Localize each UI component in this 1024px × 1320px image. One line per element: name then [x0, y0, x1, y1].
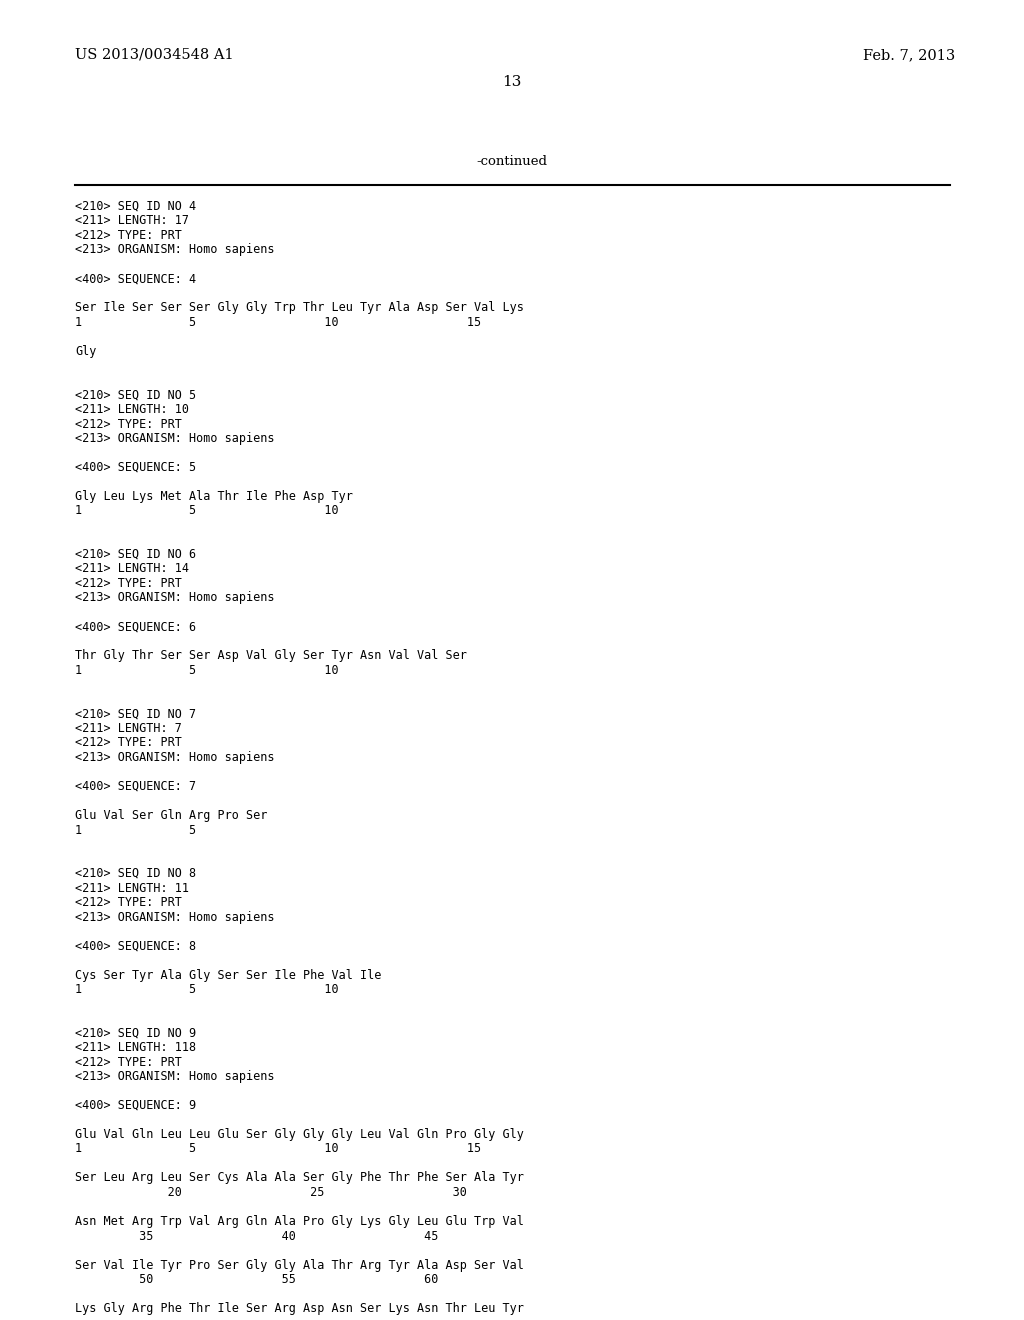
Text: Thr Gly Thr Ser Ser Asp Val Gly Ser Tyr Asn Val Val Ser: Thr Gly Thr Ser Ser Asp Val Gly Ser Tyr … — [75, 649, 467, 663]
Text: <212> TYPE: PRT: <212> TYPE: PRT — [75, 1056, 182, 1068]
Text: Ser Val Ile Tyr Pro Ser Gly Gly Ala Thr Arg Tyr Ala Asp Ser Val: Ser Val Ile Tyr Pro Ser Gly Gly Ala Thr … — [75, 1258, 524, 1271]
Text: Cys Ser Tyr Ala Gly Ser Ser Ile Phe Val Ile: Cys Ser Tyr Ala Gly Ser Ser Ile Phe Val … — [75, 969, 381, 982]
Text: 1               5                  10: 1 5 10 — [75, 664, 339, 677]
Text: <400> SEQUENCE: 7: <400> SEQUENCE: 7 — [75, 780, 197, 793]
Text: <211> LENGTH: 118: <211> LENGTH: 118 — [75, 1041, 197, 1053]
Text: <400> SEQUENCE: 5: <400> SEQUENCE: 5 — [75, 461, 197, 474]
Text: 1               5                  10: 1 5 10 — [75, 983, 339, 997]
Text: Ser Ile Ser Ser Ser Gly Gly Trp Thr Leu Tyr Ala Asp Ser Val Lys: Ser Ile Ser Ser Ser Gly Gly Trp Thr Leu … — [75, 301, 524, 314]
Text: Ser Leu Arg Leu Ser Cys Ala Ala Ser Gly Phe Thr Phe Ser Ala Tyr: Ser Leu Arg Leu Ser Cys Ala Ala Ser Gly … — [75, 1172, 524, 1184]
Text: <400> SEQUENCE: 6: <400> SEQUENCE: 6 — [75, 620, 197, 634]
Text: <213> ORGANISM: Homo sapiens: <213> ORGANISM: Homo sapiens — [75, 432, 274, 445]
Text: <211> LENGTH: 10: <211> LENGTH: 10 — [75, 403, 189, 416]
Text: 1               5                  10                  15: 1 5 10 15 — [75, 1143, 481, 1155]
Text: <210> SEQ ID NO 4: <210> SEQ ID NO 4 — [75, 201, 197, 213]
Text: <400> SEQUENCE: 4: <400> SEQUENCE: 4 — [75, 272, 197, 285]
Text: <212> TYPE: PRT: <212> TYPE: PRT — [75, 737, 182, 750]
Text: <210> SEQ ID NO 8: <210> SEQ ID NO 8 — [75, 867, 197, 880]
Text: Asn Met Arg Trp Val Arg Gln Ala Pro Gly Lys Gly Leu Glu Trp Val: Asn Met Arg Trp Val Arg Gln Ala Pro Gly … — [75, 1214, 524, 1228]
Text: Glu Val Gln Leu Leu Glu Ser Gly Gly Gly Leu Val Gln Pro Gly Gly: Glu Val Gln Leu Leu Glu Ser Gly Gly Gly … — [75, 1129, 524, 1140]
Text: <213> ORGANISM: Homo sapiens: <213> ORGANISM: Homo sapiens — [75, 243, 274, 256]
Text: <211> LENGTH: 7: <211> LENGTH: 7 — [75, 722, 182, 735]
Text: <400> SEQUENCE: 8: <400> SEQUENCE: 8 — [75, 940, 197, 953]
Text: 13: 13 — [503, 75, 521, 88]
Text: 1               5                  10                  15: 1 5 10 15 — [75, 315, 481, 329]
Text: 35                  40                  45: 35 40 45 — [75, 1229, 438, 1242]
Text: <210> SEQ ID NO 5: <210> SEQ ID NO 5 — [75, 388, 197, 401]
Text: Feb. 7, 2013: Feb. 7, 2013 — [863, 48, 955, 62]
Text: US 2013/0034548 A1: US 2013/0034548 A1 — [75, 48, 233, 62]
Text: <210> SEQ ID NO 7: <210> SEQ ID NO 7 — [75, 708, 197, 721]
Text: <212> TYPE: PRT: <212> TYPE: PRT — [75, 577, 182, 590]
Text: <213> ORGANISM: Homo sapiens: <213> ORGANISM: Homo sapiens — [75, 751, 274, 764]
Text: 20                  25                  30: 20 25 30 — [75, 1185, 467, 1199]
Text: <210> SEQ ID NO 9: <210> SEQ ID NO 9 — [75, 1027, 197, 1040]
Text: Lys Gly Arg Phe Thr Ile Ser Arg Asp Asn Ser Lys Asn Thr Leu Tyr: Lys Gly Arg Phe Thr Ile Ser Arg Asp Asn … — [75, 1302, 524, 1315]
Text: <213> ORGANISM: Homo sapiens: <213> ORGANISM: Homo sapiens — [75, 591, 274, 605]
Text: 1               5: 1 5 — [75, 824, 197, 837]
Text: <211> LENGTH: 14: <211> LENGTH: 14 — [75, 562, 189, 576]
Text: 1               5                  10: 1 5 10 — [75, 504, 339, 517]
Text: Gly: Gly — [75, 345, 96, 358]
Text: 50                  55                  60: 50 55 60 — [75, 1272, 438, 1286]
Text: Glu Val Ser Gln Arg Pro Ser: Glu Val Ser Gln Arg Pro Ser — [75, 809, 267, 822]
Text: <211> LENGTH: 17: <211> LENGTH: 17 — [75, 214, 189, 227]
Text: <213> ORGANISM: Homo sapiens: <213> ORGANISM: Homo sapiens — [75, 911, 274, 924]
Text: <212> TYPE: PRT: <212> TYPE: PRT — [75, 417, 182, 430]
Text: -continued: -continued — [476, 154, 548, 168]
Text: <213> ORGANISM: Homo sapiens: <213> ORGANISM: Homo sapiens — [75, 1071, 274, 1082]
Text: <210> SEQ ID NO 6: <210> SEQ ID NO 6 — [75, 548, 197, 561]
Text: <212> TYPE: PRT: <212> TYPE: PRT — [75, 228, 182, 242]
Text: <400> SEQUENCE: 9: <400> SEQUENCE: 9 — [75, 1100, 197, 1111]
Text: <211> LENGTH: 11: <211> LENGTH: 11 — [75, 882, 189, 895]
Text: Gly Leu Lys Met Ala Thr Ile Phe Asp Tyr: Gly Leu Lys Met Ala Thr Ile Phe Asp Tyr — [75, 490, 353, 503]
Text: <212> TYPE: PRT: <212> TYPE: PRT — [75, 896, 182, 909]
